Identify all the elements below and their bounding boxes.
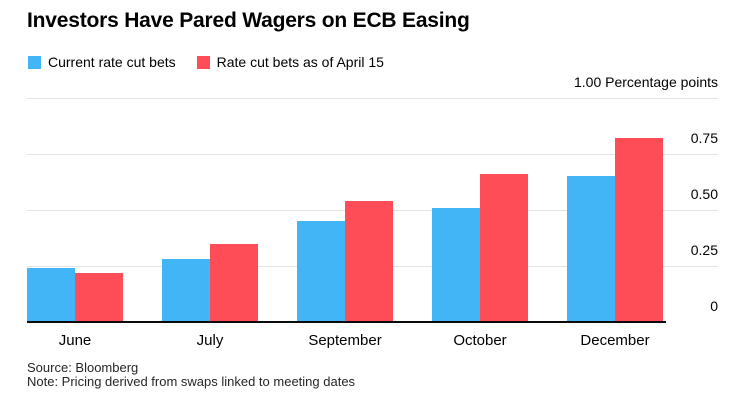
- x-label-june: June: [58, 332, 92, 349]
- bar-april15-october: [480, 174, 528, 322]
- bar-april15-september: [345, 201, 393, 322]
- x-label-december: December: [580, 332, 650, 349]
- source-text: Source: Bloomberg: [27, 360, 139, 375]
- plot-area: 0 0.25 0.50 0.75 1.00 Percentage points: [27, 74, 718, 323]
- bar-april15-december: [615, 138, 663, 322]
- chart-footer: Source: Bloomberg Note: Pricing derived …: [27, 361, 355, 388]
- gridline-1.00: [27, 98, 718, 99]
- x-label-july: July: [196, 332, 224, 349]
- bar-april15-june: [75, 272, 123, 322]
- legend-item-april15: Rate cut bets as of April 15: [196, 54, 384, 70]
- legend-swatch-icon: [28, 55, 41, 69]
- chart-legend: Current rate cut bets Rate cut bets as of…: [28, 54, 384, 70]
- x-axis-line: [27, 321, 666, 323]
- legend-swatch-icon: [196, 55, 210, 69]
- y-tick-label-0.50: 0.50: [690, 186, 718, 202]
- legend-item-current: Current rate cut bets: [28, 54, 176, 70]
- y-tick-label-0: 0: [710, 298, 718, 314]
- bar-current-october: [432, 207, 480, 322]
- bar-current-june: [27, 268, 75, 322]
- y-tick-label-0.75: 0.75: [690, 130, 718, 146]
- gridline-0.75: [27, 154, 718, 155]
- y-tick-label-1.00: 1.00 Percentage points: [574, 74, 718, 90]
- bar-current-july: [162, 259, 210, 322]
- bar-april15-july: [210, 243, 258, 322]
- bar-current-september: [297, 221, 345, 322]
- x-label-october: October: [453, 332, 507, 349]
- note-text: Note: Pricing derived from swaps linked …: [27, 373, 356, 389]
- chart-title: Investors Have Pared Wagers on ECB Easin…: [27, 9, 470, 32]
- legend-label: Rate cut bets as of April 15: [216, 54, 384, 70]
- bar-current-december: [567, 176, 615, 322]
- y-tick-label-0.25: 0.25: [690, 242, 718, 258]
- x-label-september: September: [308, 332, 382, 349]
- legend-label: Current rate cut bets: [48, 54, 176, 70]
